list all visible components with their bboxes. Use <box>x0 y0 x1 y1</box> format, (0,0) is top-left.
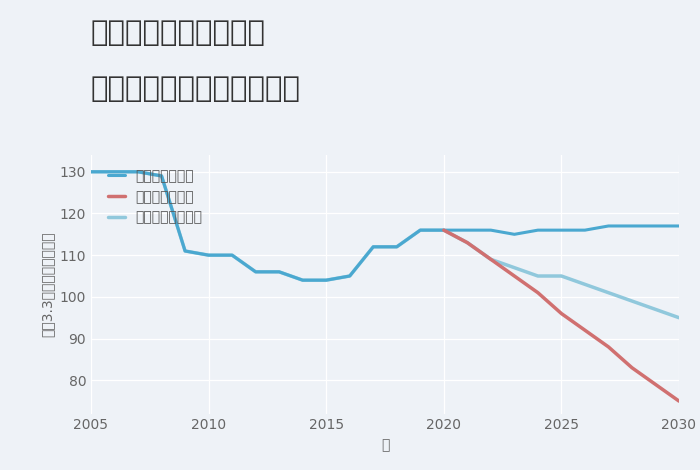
ノーマルシナリオ <box>111 169 119 174</box>
グッドシナリオ <box>557 227 566 233</box>
ノーマルシナリオ <box>416 227 424 233</box>
ノーマルシナリオ <box>346 273 354 279</box>
グッドシナリオ <box>181 248 189 254</box>
グッドシナリオ <box>510 232 519 237</box>
ノーマルシナリオ <box>628 298 636 304</box>
Line: バッドシナリオ: バッドシナリオ <box>444 230 679 401</box>
バッドシナリオ <box>628 365 636 370</box>
ノーマルシナリオ <box>581 282 589 287</box>
グッドシナリオ <box>463 227 472 233</box>
グッドシナリオ <box>251 269 260 274</box>
ノーマルシナリオ <box>510 265 519 271</box>
ノーマルシナリオ <box>204 252 213 258</box>
バッドシナリオ <box>651 382 659 387</box>
ノーマルシナリオ <box>134 169 142 174</box>
バッドシナリオ <box>463 240 472 245</box>
Text: 奈良県橿原市木原町の: 奈良県橿原市木原町の <box>91 19 266 47</box>
ノーマルシナリオ <box>604 290 612 296</box>
ノーマルシナリオ <box>486 257 495 262</box>
ノーマルシナリオ <box>322 277 330 283</box>
グッドシナリオ <box>416 227 424 233</box>
ノーマルシナリオ <box>675 315 683 321</box>
Text: 中古マンションの価格推移: 中古マンションの価格推移 <box>91 75 301 103</box>
グッドシナリオ <box>322 277 330 283</box>
ノーマルシナリオ <box>251 269 260 274</box>
ノーマルシナリオ <box>275 269 284 274</box>
グッドシナリオ <box>604 223 612 229</box>
ノーマルシナリオ <box>298 277 307 283</box>
ノーマルシナリオ <box>158 173 166 179</box>
ノーマルシナリオ <box>87 169 95 174</box>
ノーマルシナリオ <box>533 273 542 279</box>
バッドシナリオ <box>581 328 589 333</box>
グッドシナリオ <box>346 273 354 279</box>
グッドシナリオ <box>228 252 237 258</box>
ノーマルシナリオ <box>181 248 189 254</box>
グッドシナリオ <box>581 227 589 233</box>
グッドシナリオ <box>651 223 659 229</box>
ノーマルシナリオ <box>440 227 448 233</box>
バッドシナリオ <box>510 273 519 279</box>
グッドシナリオ <box>111 169 119 174</box>
グッドシナリオ <box>440 227 448 233</box>
グッドシナリオ <box>486 227 495 233</box>
グッドシナリオ <box>134 169 142 174</box>
ノーマルシナリオ <box>557 273 566 279</box>
ノーマルシナリオ <box>651 306 659 312</box>
ノーマルシナリオ <box>393 244 401 250</box>
ノーマルシナリオ <box>463 240 472 245</box>
Y-axis label: 坪（3.3㎡）単価（万円）: 坪（3.3㎡）単価（万円） <box>40 232 54 337</box>
バッドシナリオ <box>440 227 448 233</box>
グッドシナリオ <box>158 173 166 179</box>
グッドシナリオ <box>369 244 377 250</box>
グッドシナリオ <box>628 223 636 229</box>
グッドシナリオ <box>393 244 401 250</box>
ノーマルシナリオ <box>228 252 237 258</box>
Legend: グッドシナリオ, バッドシナリオ, ノーマルシナリオ: グッドシナリオ, バッドシナリオ, ノーマルシナリオ <box>104 164 207 229</box>
バッドシナリオ <box>486 257 495 262</box>
グッドシナリオ <box>298 277 307 283</box>
バッドシナリオ <box>604 344 612 350</box>
バッドシナリオ <box>533 290 542 296</box>
グッドシナリオ <box>87 169 95 174</box>
グッドシナリオ <box>533 227 542 233</box>
グッドシナリオ <box>675 223 683 229</box>
Line: グッドシナリオ: グッドシナリオ <box>91 172 679 280</box>
バッドシナリオ <box>557 311 566 316</box>
グッドシナリオ <box>275 269 284 274</box>
ノーマルシナリオ <box>369 244 377 250</box>
Line: ノーマルシナリオ: ノーマルシナリオ <box>91 172 679 318</box>
バッドシナリオ <box>675 398 683 404</box>
グッドシナリオ <box>204 252 213 258</box>
X-axis label: 年: 年 <box>381 438 389 452</box>
